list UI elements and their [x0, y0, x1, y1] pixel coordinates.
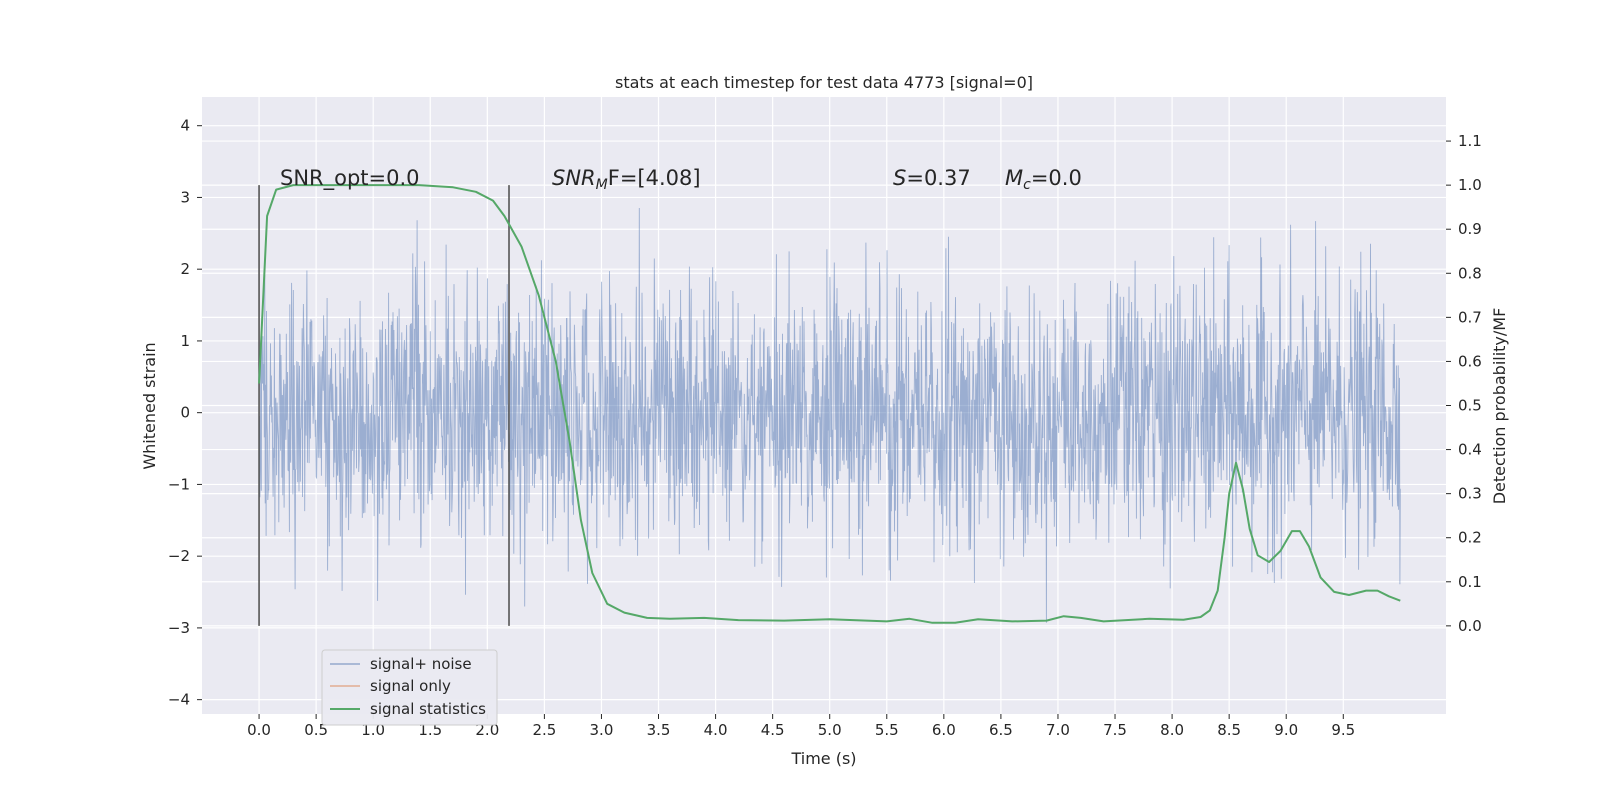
chart-title: stats at each timestep for test data 477…	[615, 73, 1033, 92]
x-tick-label: 3.0	[590, 721, 614, 739]
y2-tick-labels: 1.1 1.0 0.9 0.8 0.7 0.6 0.5 0.4 0.3 0.2 0.1 0.0	[1446, 132, 1482, 635]
y-tick-label: 2	[180, 260, 190, 278]
x-tick-label: 9.0	[1274, 721, 1298, 739]
legend-box	[321, 649, 498, 726]
y2-tick-label: 0.0	[1458, 617, 1482, 635]
y2-tick-label: 0.1	[1458, 573, 1482, 591]
y2-tick-label: 1.1	[1458, 132, 1482, 150]
y2-tick-label: 1.0	[1458, 176, 1482, 194]
y-tick-labels: 4 3 2 1 0 −1 −2 −3 −4	[168, 117, 202, 709]
y-tick-label: −3	[168, 619, 190, 637]
signal-statistics-line	[258, 184, 1401, 624]
x-tick-label: 7.0	[1046, 721, 1070, 739]
x-tick-label: 4.0	[704, 721, 728, 739]
annotation-snr-opt: SNR_opt=0.0	[280, 166, 420, 191]
y2-tick-label: 0.8	[1458, 264, 1482, 282]
x-tick-label: 0.0	[247, 721, 271, 739]
signal-noise-series	[258, 207, 1401, 623]
y-tick-label: 3	[180, 188, 190, 206]
y-tick-label: −2	[168, 547, 190, 565]
x-axis-label: Time (s)	[790, 749, 856, 768]
signal-statistics-series	[258, 184, 1401, 624]
annotation-mc: Mc=0.0	[1005, 166, 1082, 193]
x-tick-label: 0.5	[304, 721, 328, 739]
annotation-s: S=0.37	[893, 166, 971, 190]
y2-tick-label: 0.3	[1458, 485, 1482, 503]
y2-tick-label: 0.6	[1458, 352, 1482, 370]
x-tick-label: 6.5	[989, 721, 1013, 739]
legend-label-signal-noise: signal+ noise	[370, 655, 472, 673]
y2-axis-label: Detection probability/MF	[1490, 308, 1509, 505]
y-tick-label: 0	[180, 404, 190, 422]
y-tick-label: −1	[168, 475, 190, 493]
signal-noise-line	[258, 207, 1401, 623]
y-axis-label: Whitened strain	[140, 342, 159, 469]
x-tick-label: 8.5	[1217, 721, 1241, 739]
x-tick-label: 2.5	[532, 721, 556, 739]
x-tick-label: 5.5	[875, 721, 899, 739]
annotation-snr-mf: SNRMF=[4.08]	[552, 166, 701, 193]
y-tick-label: −4	[168, 691, 190, 709]
vertical-markers	[258, 185, 510, 626]
y2-tick-label: 0.9	[1458, 220, 1482, 238]
y-tick-label: 1	[180, 332, 190, 350]
x-tick-label: 4.5	[761, 721, 785, 739]
legend-label-signal-statistics: signal statistics	[370, 700, 486, 718]
legend: signal+ noise signal only signal statist…	[321, 649, 498, 726]
y2-tick-label: 0.4	[1458, 441, 1482, 459]
x-tick-label: 6.0	[932, 721, 956, 739]
x-tick-label: 8.0	[1160, 721, 1184, 739]
x-tick-label: 9.5	[1331, 721, 1355, 739]
y2-tick-label: 0.2	[1458, 529, 1482, 547]
x-tick-label: 7.5	[1103, 721, 1127, 739]
y2-tick-label: 0.5	[1458, 397, 1482, 415]
legend-label-signal-only: signal only	[370, 677, 451, 695]
x-tick-label: 5.0	[818, 721, 842, 739]
y-tick-label: 4	[180, 117, 190, 135]
y2-tick-label: 0.7	[1458, 308, 1482, 326]
x-tick-label: 3.5	[647, 721, 671, 739]
